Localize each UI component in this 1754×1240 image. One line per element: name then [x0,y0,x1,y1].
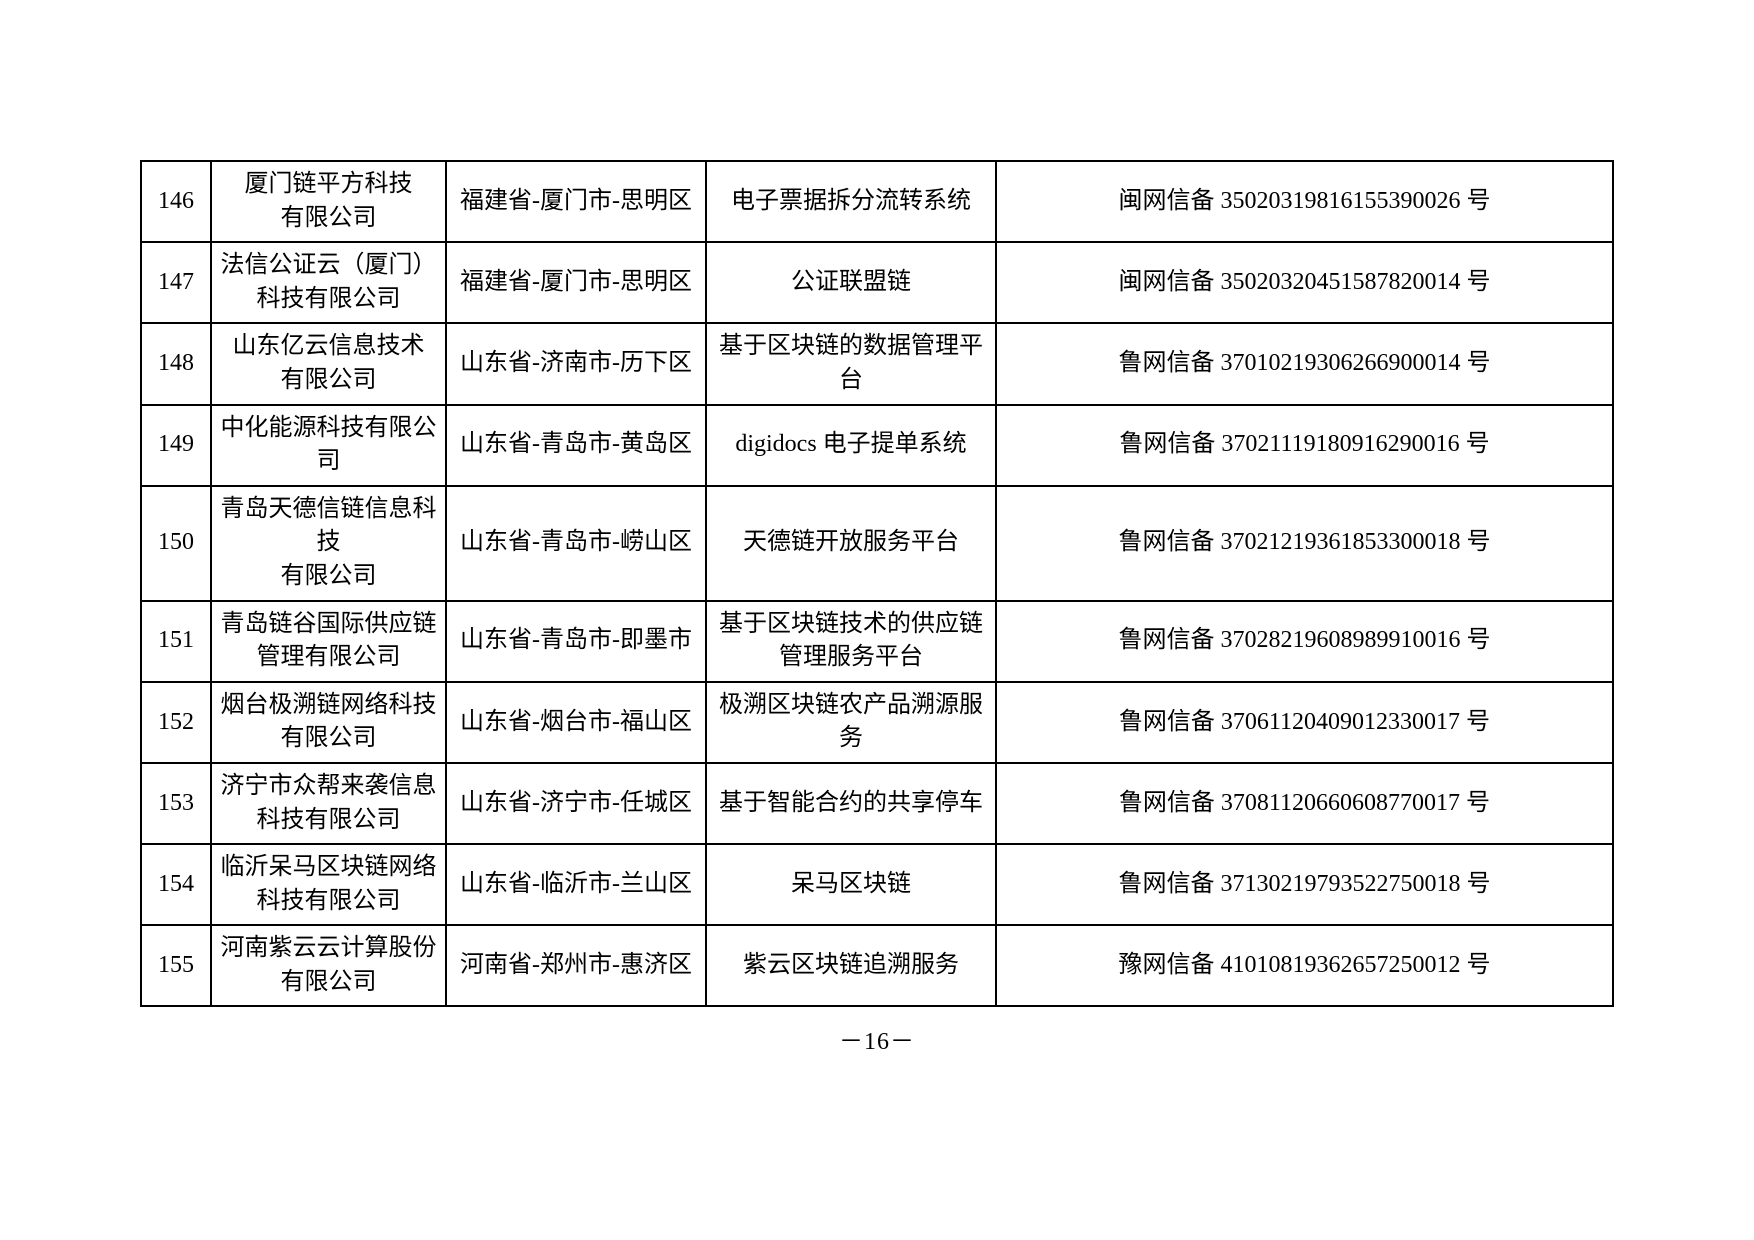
cell-company: 中化能源科技有限公司 [211,405,446,486]
table-row: 154临沂呆马区块链网络科技有限公司山东省-临沂市-兰山区呆马区块链鲁网信备 3… [141,844,1613,925]
registry-table: 146厦门链平方科技有限公司福建省-厦门市-思明区电子票据拆分流转系统闽网信备 … [140,160,1614,1007]
cell-region: 山东省-济南市-历下区 [446,323,706,404]
cell-company: 河南紫云云计算股份有限公司 [211,925,446,1006]
cell-company: 烟台极溯链网络科技有限公司 [211,682,446,763]
cell-index: 147 [141,242,211,323]
table-row: 150青岛天德信链信息科技有限公司山东省-青岛市-崂山区天德链开放服务平台鲁网信… [141,486,1613,601]
cell-index: 154 [141,844,211,925]
document-page: 146厦门链平方科技有限公司福建省-厦门市-思明区电子票据拆分流转系统闽网信备 … [0,0,1754,1240]
cell-index: 152 [141,682,211,763]
cell-filing: 鲁网信备 37021119180916290016 号 [996,405,1613,486]
cell-service: digidocs 电子提单系统 [706,405,996,486]
cell-service: 呆马区块链 [706,844,996,925]
page-number: －16－ [140,1021,1614,1056]
table-row: 153济宁市众帮来袭信息科技有限公司山东省-济宁市-任城区基于智能合约的共享停车… [141,763,1613,844]
cell-index: 155 [141,925,211,1006]
cell-service: 基于区块链技术的供应链管理服务平台 [706,601,996,682]
table-row: 148山东亿云信息技术有限公司山东省-济南市-历下区基于区块链的数据管理平台鲁网… [141,323,1613,404]
cell-filing: 鲁网信备 37028219608989910016 号 [996,601,1613,682]
cell-company: 青岛天德信链信息科技有限公司 [211,486,446,601]
table-row: 149中化能源科技有限公司山东省-青岛市-黄岛区digidocs 电子提单系统鲁… [141,405,1613,486]
cell-company: 山东亿云信息技术有限公司 [211,323,446,404]
cell-service: 公证联盟链 [706,242,996,323]
cell-filing: 闽网信备 35020320451587820014 号 [996,242,1613,323]
cell-company: 厦门链平方科技有限公司 [211,161,446,242]
cell-index: 153 [141,763,211,844]
cell-region: 山东省-青岛市-崂山区 [446,486,706,601]
cell-region: 山东省-济宁市-任城区 [446,763,706,844]
table-row: 152烟台极溯链网络科技有限公司山东省-烟台市-福山区极溯区块链农产品溯源服务鲁… [141,682,1613,763]
cell-index: 146 [141,161,211,242]
cell-company: 青岛链谷国际供应链管理有限公司 [211,601,446,682]
cell-region: 河南省-郑州市-惠济区 [446,925,706,1006]
table-row: 147法信公证云（厦门）科技有限公司福建省-厦门市-思明区公证联盟链闽网信备 3… [141,242,1613,323]
cell-service: 基于智能合约的共享停车 [706,763,996,844]
table-row: 151青岛链谷国际供应链管理有限公司山东省-青岛市-即墨市基于区块链技术的供应链… [141,601,1613,682]
cell-index: 151 [141,601,211,682]
cell-index: 148 [141,323,211,404]
cell-index: 149 [141,405,211,486]
cell-filing: 闽网信备 35020319816155390026 号 [996,161,1613,242]
cell-filing: 鲁网信备 37010219306266900014 号 [996,323,1613,404]
cell-region: 山东省-烟台市-福山区 [446,682,706,763]
cell-region: 山东省-青岛市-黄岛区 [446,405,706,486]
cell-filing: 鲁网信备 37130219793522750018 号 [996,844,1613,925]
cell-service: 极溯区块链农产品溯源服务 [706,682,996,763]
cell-filing: 鲁网信备 37021219361853300018 号 [996,486,1613,601]
table-row: 155河南紫云云计算股份有限公司河南省-郑州市-惠济区紫云区块链追溯服务豫网信备… [141,925,1613,1006]
table-row: 146厦门链平方科技有限公司福建省-厦门市-思明区电子票据拆分流转系统闽网信备 … [141,161,1613,242]
cell-filing: 豫网信备 41010819362657250012 号 [996,925,1613,1006]
cell-filing: 鲁网信备 37081120660608770017 号 [996,763,1613,844]
cell-region: 山东省-临沂市-兰山区 [446,844,706,925]
cell-filing: 鲁网信备 37061120409012330017 号 [996,682,1613,763]
cell-service: 紫云区块链追溯服务 [706,925,996,1006]
cell-company: 济宁市众帮来袭信息科技有限公司 [211,763,446,844]
cell-service: 基于区块链的数据管理平台 [706,323,996,404]
cell-service: 电子票据拆分流转系统 [706,161,996,242]
cell-service: 天德链开放服务平台 [706,486,996,601]
cell-region: 福建省-厦门市-思明区 [446,242,706,323]
cell-region: 福建省-厦门市-思明区 [446,161,706,242]
cell-company: 临沂呆马区块链网络科技有限公司 [211,844,446,925]
cell-region: 山东省-青岛市-即墨市 [446,601,706,682]
cell-company: 法信公证云（厦门）科技有限公司 [211,242,446,323]
cell-index: 150 [141,486,211,601]
